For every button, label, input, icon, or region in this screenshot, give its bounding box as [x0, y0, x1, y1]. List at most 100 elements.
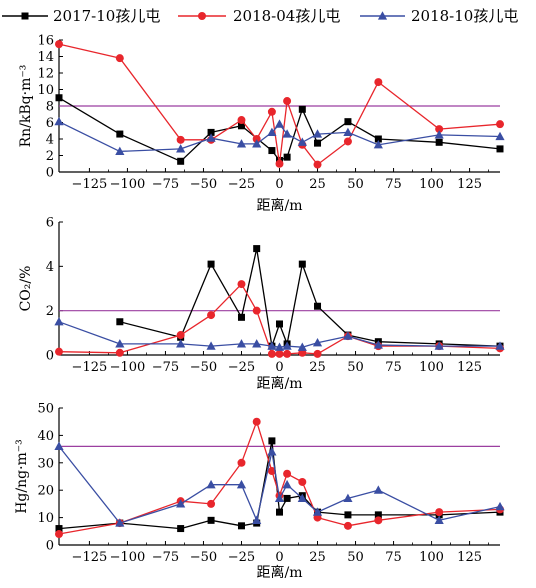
- y-axis-label: Rn/kBq·m⁻³: [18, 65, 34, 148]
- data-point: [267, 447, 277, 456]
- x-tick-label: 0: [275, 177, 283, 192]
- data-point: [314, 302, 322, 310]
- data-point: [344, 118, 352, 126]
- x-tick-label: −75: [152, 177, 179, 192]
- x-axis-label: 距离/m: [257, 564, 303, 581]
- data-point: [237, 313, 245, 321]
- data-point: [55, 94, 63, 102]
- data-point: [435, 508, 444, 517]
- x-tick-label: −100: [110, 360, 146, 375]
- data-point: [313, 349, 322, 358]
- data-point: [54, 116, 64, 126]
- series: [54, 316, 505, 351]
- data-point: [236, 139, 247, 148]
- data-point: [54, 441, 64, 450]
- data-point: [274, 342, 285, 351]
- data-point: [55, 347, 63, 356]
- y-tick-label: 30: [37, 456, 54, 471]
- data-point: [207, 499, 216, 508]
- data-point: [115, 518, 125, 527]
- data-point: [252, 306, 261, 315]
- data-point: [283, 469, 292, 478]
- x-tick-label: 100: [419, 360, 444, 375]
- series-line: [119, 247, 501, 347]
- data-point: [252, 139, 262, 148]
- data-point: [252, 135, 261, 143]
- y-tick-label: 6: [46, 116, 54, 131]
- data-point: [116, 130, 124, 138]
- legend: 2017-10孩儿屯 2018-04孩儿屯 2018-10孩儿屯: [2, 7, 518, 25]
- y-axis-label: CO₂/%: [18, 266, 34, 312]
- x-tick-label: −50: [190, 177, 217, 192]
- data-point: [177, 525, 185, 533]
- data-point: [267, 349, 276, 358]
- data-point: [434, 341, 444, 350]
- data-point: [116, 318, 124, 326]
- series-line: [58, 97, 501, 162]
- series: [54, 441, 505, 527]
- data-point: [298, 105, 306, 113]
- y-tick-label: 10: [37, 511, 54, 526]
- data-point: [176, 144, 186, 153]
- data-point: [283, 153, 291, 161]
- data-point: [276, 320, 283, 328]
- x-tick-label: 50: [347, 550, 364, 565]
- x-tick-label: 100: [419, 550, 444, 565]
- series: [116, 245, 504, 350]
- data-point: [282, 479, 292, 489]
- data-point: [343, 137, 352, 146]
- x-tick-label: 25: [309, 360, 326, 375]
- data-point: [343, 331, 353, 340]
- x-tick-label: −125: [72, 550, 108, 565]
- data-point: [55, 530, 63, 539]
- data-point: [343, 521, 352, 530]
- x-tick-label: 25: [309, 550, 326, 565]
- data-point: [236, 479, 247, 489]
- data-point: [343, 127, 353, 136]
- y-tick-label: 0: [46, 166, 54, 181]
- legend-marker: [198, 12, 206, 20]
- data-point: [276, 508, 283, 516]
- x-tick-label: 0: [275, 360, 283, 375]
- data-point: [267, 467, 276, 476]
- legend-marker: [377, 11, 388, 20]
- y-axis-label: Hg/ng·m⁻³: [14, 439, 30, 514]
- data-point: [115, 339, 125, 348]
- data-point: [115, 54, 124, 63]
- data-point: [177, 157, 185, 165]
- data-point: [252, 515, 262, 524]
- data-point: [373, 139, 383, 149]
- data-point: [237, 458, 246, 467]
- data-point: [275, 349, 284, 358]
- data-point: [282, 341, 292, 350]
- y-tick-label: 2: [46, 304, 54, 319]
- data-point: [495, 501, 505, 511]
- data-point: [206, 341, 216, 350]
- data-point: [313, 160, 322, 169]
- x-tick-label: 125: [457, 177, 482, 192]
- data-point: [54, 316, 64, 326]
- data-point: [373, 340, 383, 349]
- data-point: [435, 125, 444, 134]
- x-tick-label: 100: [419, 177, 444, 192]
- x-axis-label: 距离/m: [257, 197, 303, 214]
- data-point: [176, 331, 185, 340]
- chart-panel: 0 2 4 6 −125 −100 −75 −50 −25 0 25 50 75 100 125 距离/m CO…: [18, 216, 505, 392]
- x-tick-label: 50: [347, 177, 364, 192]
- data-point: [496, 145, 504, 153]
- chart-panel: 0 10 20 30 40 50 −125 −100 −75 −50 −25 0 25 50 75 100 12…: [14, 402, 505, 581]
- data-point: [496, 120, 504, 129]
- data-point: [253, 245, 261, 253]
- data-point: [206, 133, 216, 142]
- data-point: [343, 493, 353, 503]
- x-tick-label: −75: [152, 360, 179, 375]
- y-tick-label: 4: [46, 133, 54, 148]
- x-tick-label: −125: [72, 177, 108, 192]
- y-tick-label: 16: [37, 34, 54, 49]
- data-point: [297, 493, 307, 503]
- y-tick-label: 20: [37, 484, 54, 499]
- x-tick-label: −25: [228, 360, 255, 375]
- data-point: [207, 516, 215, 524]
